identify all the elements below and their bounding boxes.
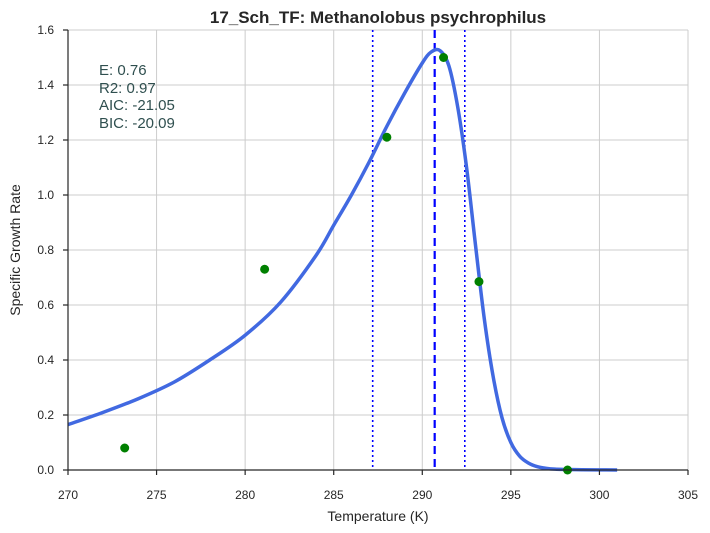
x-tick-label: 295 — [501, 488, 521, 502]
y-tick-label: 0.8 — [37, 243, 54, 257]
data-point — [382, 132, 392, 142]
fit-statistics: E: 0.76 R2: 0.97 AIC: -21.05 BIC: -20.09 — [99, 62, 175, 132]
data-point — [260, 264, 270, 274]
y-tick-label: 1.6 — [37, 23, 54, 37]
x-tick-label: 300 — [589, 488, 609, 502]
stat-aic: AIC: -21.05 — [99, 97, 175, 114]
data-point — [474, 277, 484, 287]
y-tick-label: 1.2 — [37, 133, 54, 147]
data-point — [120, 443, 130, 453]
x-tick-label: 270 — [58, 488, 78, 502]
y-tick-label: 1.4 — [37, 78, 54, 92]
x-tick-label: 275 — [147, 488, 167, 502]
chart-title: 17_Sch_TF: Methanolobus psychrophilus — [210, 8, 546, 27]
x-tick-label: 305 — [678, 488, 698, 502]
x-axis-label: Temperature (K) — [327, 508, 428, 524]
y-axis-label: Specific Growth Rate — [7, 184, 23, 316]
x-tick-label: 290 — [412, 488, 432, 502]
data-point — [439, 53, 449, 62]
axes — [63, 29, 689, 475]
stat-bic: BIC: -20.09 — [99, 115, 175, 132]
y-tick-label: 0.6 — [37, 298, 54, 312]
stat-e: E: 0.76 — [99, 62, 147, 79]
x-tick-label: 285 — [324, 488, 344, 502]
x-tick-label: 280 — [235, 488, 255, 502]
fit-curve-layer — [67, 47, 618, 472]
grid — [68, 29, 689, 470]
y-tick-label: 0.2 — [37, 408, 54, 422]
stat-r2: R2: 0.97 — [99, 80, 156, 97]
reference-lines — [371, 30, 466, 470]
x-tick-labels: 270 275 280 285 290 295 300 305 — [58, 488, 698, 502]
y-tick-label: 0.4 — [37, 353, 54, 367]
y-tick-label: 0.0 — [37, 463, 54, 477]
y-tick-labels: 0.0 0.2 0.4 0.6 0.8 1.0 1.2 1.4 1.6 — [37, 23, 54, 477]
y-tick-label: 1.0 — [37, 188, 54, 202]
data-points — [120, 53, 573, 475]
fit-curve — [67, 47, 618, 472]
